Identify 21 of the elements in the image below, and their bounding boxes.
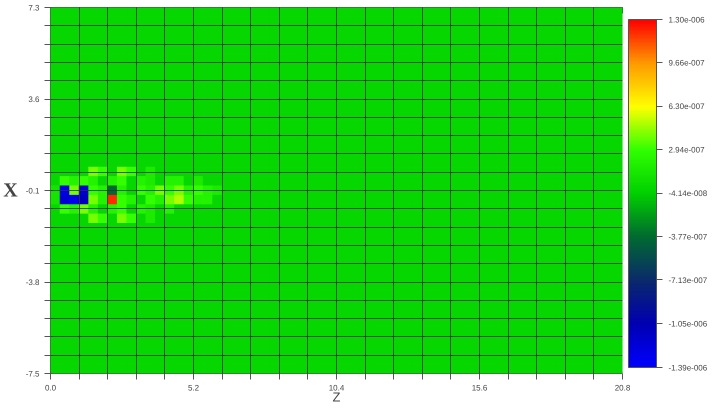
color-bar-label: 9.66e-007 — [668, 58, 706, 68]
x-axis-title: Z — [332, 390, 341, 404]
y-axis-title: X — [3, 180, 18, 202]
y-tick-label: 7.3 — [28, 4, 40, 12]
y-tick-label: -7.5 — [26, 370, 40, 378]
color-bar-label: 2.94e-007 — [668, 146, 706, 155]
x-tick-label: 5.2 — [188, 384, 200, 392]
x-tick-label: 15.6 — [472, 384, 488, 392]
color-bar-label: -3.77e-007 — [668, 232, 708, 242]
color-bar-label: 6.30e-007 — [668, 102, 706, 112]
x-tick-label: 20.8 — [614, 384, 631, 392]
color-bar-label: -7.13e-007 — [668, 276, 708, 285]
color-bar-label: -1.05e-006 — [668, 320, 708, 329]
y-tick-label: -0.1 — [26, 186, 40, 196]
color-bar-label: -4.14e-008 — [668, 189, 708, 198]
y-tick-label: -3.8 — [26, 278, 40, 287]
x-tick-label: 0.0 — [44, 384, 57, 392]
color-bar-label: -1.39e-006 — [668, 364, 708, 372]
color-bar-label: 1.30e-006 — [668, 16, 706, 24]
y-tick-label: 3.6 — [28, 95, 40, 104]
x-tick-label: 10.4 — [328, 384, 345, 392]
